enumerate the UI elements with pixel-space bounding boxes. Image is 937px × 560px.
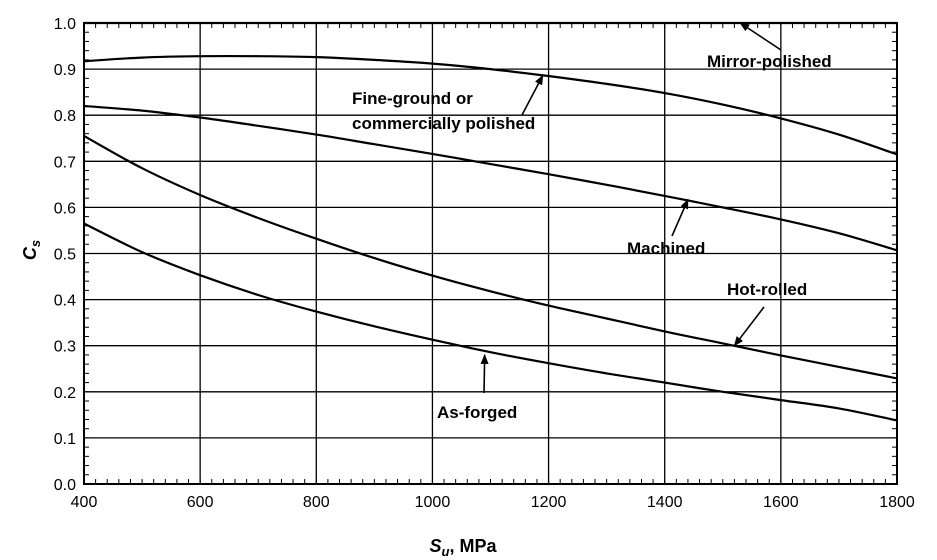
annotation: Machined [627, 198, 705, 258]
annotation-label: Hot-rolled [727, 280, 807, 299]
x-tick-label: 600 [187, 494, 214, 511]
y-tick-label: 0.9 [54, 62, 76, 79]
series-line-fine-ground-or-commercially-polished [83, 54, 898, 156]
series-line-as-forged [83, 222, 898, 422]
y-tick-label: 0.7 [54, 154, 76, 171]
y-axis-subscript: s [28, 240, 43, 247]
series-lines [83, 21, 898, 422]
annotation-label: commercially polished [352, 114, 535, 133]
annotation: Hot-rolled [727, 280, 807, 347]
y-tick-label: 0.4 [54, 293, 76, 310]
annotation-arrow [739, 22, 782, 51]
y-tick-label: 0.0 [54, 477, 76, 494]
x-tick-labels: 400 600 800 1000 1200 1400 1600 1800 [71, 494, 915, 511]
y-tick-label: 1.0 [54, 16, 76, 33]
x-tick-label: 1600 [763, 494, 799, 511]
y-tick-label: 0.2 [54, 385, 76, 402]
y-tick-label: 0.3 [54, 339, 76, 356]
x-axis-unit: , MPa [449, 536, 497, 556]
x-axis-symbol: S [430, 536, 442, 556]
x-tick-label: 400 [71, 494, 98, 511]
x-axis-subscript: u [442, 544, 450, 559]
x-tick-label: 800 [303, 494, 330, 511]
annotation-label: As-forged [437, 403, 517, 422]
y-tick-label: 0.6 [54, 200, 76, 217]
annotation-arrow [480, 353, 489, 394]
annotations: Mirror-polished Fine-ground or commerciall… [352, 22, 832, 422]
series-line-machined [83, 104, 898, 252]
annotation-arrow [733, 306, 765, 347]
y-tick-label: 0.5 [54, 247, 76, 264]
y-axis-label: Cs [20, 240, 43, 260]
y-axis-symbol: C [20, 246, 40, 260]
x-tick-label: 1800 [879, 494, 915, 511]
annotation: As-forged [437, 353, 517, 422]
x-tick-label: 1400 [647, 494, 683, 511]
annotation-label: Fine-ground or [352, 89, 473, 108]
x-axis-label: Su, MPa [430, 536, 498, 559]
series-line-hot-rolled [83, 134, 898, 380]
y-tick-label: 0.8 [54, 108, 76, 125]
y-tick-labels: 0.0 0.1 0.2 0.3 0.4 0.5 0.6 0.7 0.8 0.9 1.0 [54, 16, 76, 494]
grid [84, 23, 897, 484]
x-tick-label: 1200 [531, 494, 567, 511]
y-tick-label: 0.1 [54, 431, 76, 448]
annotation-arrow [521, 74, 544, 116]
x-tick-label: 1000 [415, 494, 451, 511]
annotation: Fine-ground or commercially polished [352, 74, 544, 133]
annotation-label: Mirror-polished [707, 52, 832, 71]
annotation-arrow [671, 198, 689, 237]
annotation: Mirror-polished [707, 22, 832, 71]
annotation-label: Machined [627, 239, 705, 258]
